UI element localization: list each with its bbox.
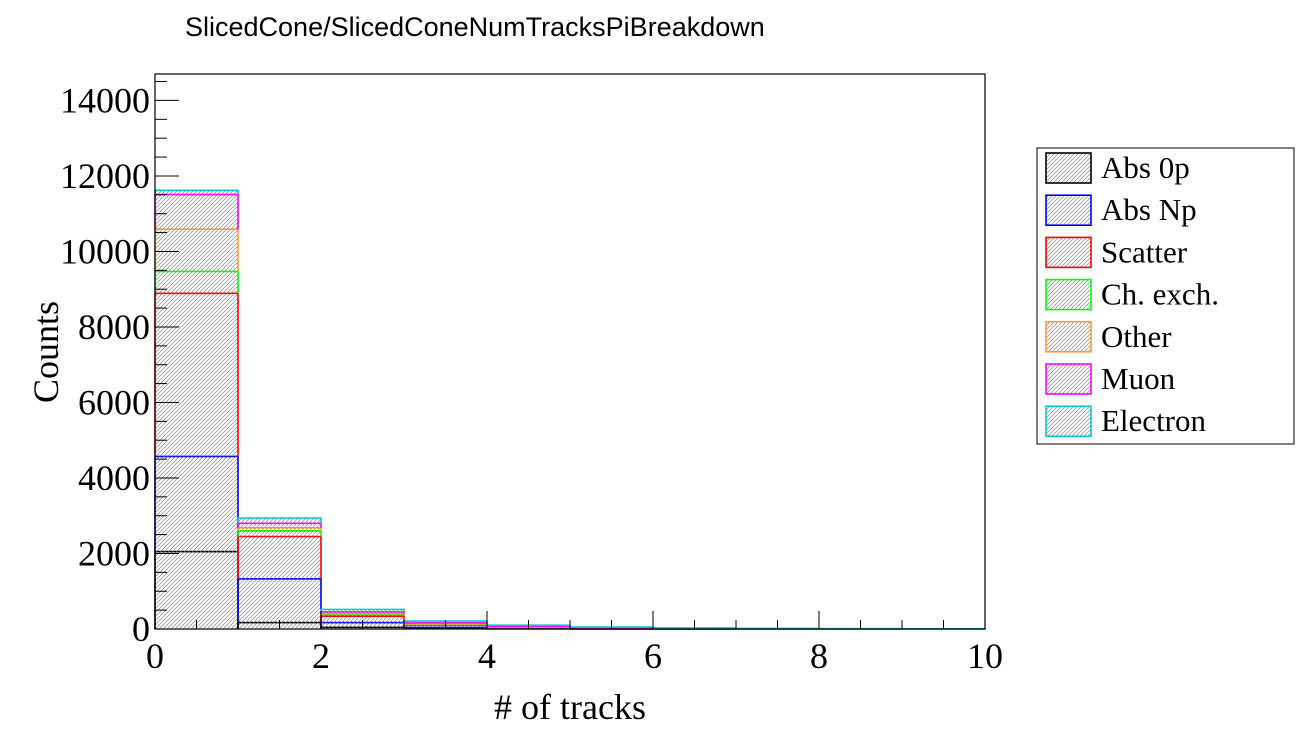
svg-text:Abs 0p: Abs 0p — [1101, 150, 1190, 185]
bar-other-bin-2 — [320, 612, 405, 615]
bar-ch-exch--bin-2 — [320, 613, 405, 617]
y-tick-label: 12000 — [60, 156, 150, 196]
x-tick-label: 4 — [478, 636, 496, 676]
x-tick-label: 6 — [644, 636, 662, 676]
y-tick-label: 4000 — [78, 458, 150, 498]
legend-entry-abs-0p: Abs 0p — [1045, 150, 1190, 185]
svg-text:Other: Other — [1101, 319, 1172, 354]
svg-text:Scatter: Scatter — [1101, 234, 1188, 269]
bar-other-bin-0 — [154, 228, 239, 272]
y-tick-label: 10000 — [60, 231, 150, 271]
x-axis-label: # of tracks — [494, 687, 646, 727]
bar-electron-bin-1 — [237, 517, 322, 524]
bar-abs-np-bin-1 — [237, 577, 322, 623]
y-tick-label: 8000 — [78, 307, 150, 347]
bar-muon-bin-1 — [237, 522, 322, 528]
bar-muon-bin-2 — [320, 611, 405, 614]
svg-text:Electron: Electron — [1101, 403, 1207, 438]
svg-text:Ch. exch.: Ch. exch. — [1101, 277, 1219, 312]
y-tick-label: 0 — [132, 609, 150, 649]
y-axis: 0 2000 4000 6000 8000 10000 12000 14000 — [60, 80, 179, 649]
x-tick-label: 10 — [967, 636, 1003, 676]
bar-ch-exch--bin-0 — [154, 270, 239, 294]
bar-other-bin-1 — [237, 527, 322, 531]
svg-text:Abs Np: Abs Np — [1101, 192, 1197, 227]
bar-scatter-bin-0 — [154, 292, 239, 457]
chart-title: SlicedCone/SlicedConeNumTracksPiBreakdow… — [185, 12, 765, 42]
bar-abs-np-bin-0 — [154, 455, 239, 552]
x-tick-label: 8 — [810, 636, 828, 676]
stacked-bars — [154, 189, 986, 630]
bar-abs-0p-bin-0 — [154, 550, 239, 629]
svg-text:Muon: Muon — [1101, 361, 1176, 396]
x-axis: 0 2 4 6 8 10 — [146, 611, 1003, 676]
bar-electron-bin-2 — [320, 608, 405, 612]
y-tick-label: 6000 — [78, 382, 150, 422]
y-tick-label: 14000 — [60, 80, 150, 120]
legend-entry-muon: Muon — [1045, 361, 1176, 396]
bar-scatter-bin-1 — [237, 535, 322, 579]
legend-entry-electron: Electron — [1045, 403, 1207, 438]
y-tick-label: 2000 — [78, 533, 150, 573]
legend-entry-other: Other — [1045, 319, 1172, 354]
bar-muon-bin-0 — [154, 193, 239, 230]
legend-entry-abs-np: Abs Np — [1045, 192, 1197, 227]
x-tick-label: 0 — [146, 636, 164, 676]
x-tick-label: 2 — [312, 636, 330, 676]
legend-entry-ch-exch-: Ch. exch. — [1045, 277, 1219, 312]
bar-ch-exch--bin-1 — [237, 530, 322, 537]
legend: Abs 0p Abs Np Scatter Ch. exch. Other Muon Ele… — [1036, 147, 1295, 445]
legend-entry-scatter: Scatter — [1045, 234, 1188, 269]
y-axis-label: Counts — [26, 301, 66, 403]
bar-electron-bin-0 — [154, 189, 239, 195]
